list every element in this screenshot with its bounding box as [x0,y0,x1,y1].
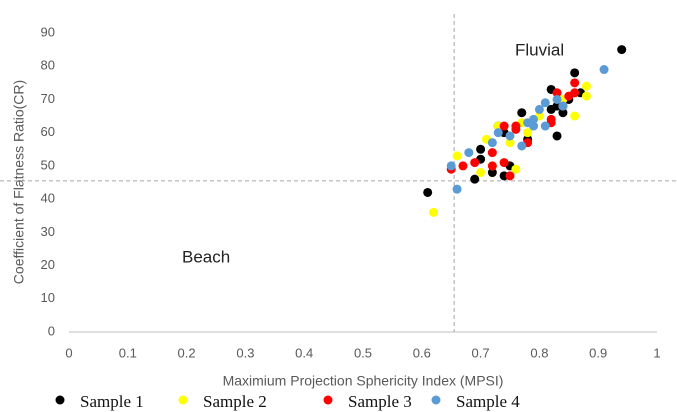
point [523,128,533,138]
y-tick-label: 40 [41,191,55,206]
x-tick-label: 0.7 [472,345,490,360]
y-tick-label: 70 [41,91,55,106]
point [558,101,568,111]
point [558,108,568,118]
x-tick-label: 0.8 [530,345,548,360]
point [570,88,580,98]
y-axis-title: Coefficient of Flatness Ratio(CR) [11,80,27,284]
point [517,141,527,151]
x-tick-label: 0.2 [178,345,196,360]
x-tick-label: 0.9 [589,345,607,360]
point [534,104,544,114]
point [552,88,562,98]
x-tick-label: 0.1 [119,345,137,360]
point [517,108,527,118]
point [599,65,609,75]
legend-label: Sample 1 [80,392,144,411]
point [423,187,433,197]
point [499,158,509,168]
point [617,45,627,55]
point [458,161,468,171]
y-tick-label: 50 [41,157,55,172]
legend-label: Sample 4 [456,392,520,411]
legend-marker [323,395,333,405]
point [570,111,580,121]
point [505,138,515,148]
point [487,161,497,171]
annotation: Fluvial [515,40,564,59]
x-tick-label: 0.5 [354,345,372,360]
point [470,158,480,168]
point [464,148,474,158]
y-tick-label: 60 [41,124,55,139]
point [581,81,591,91]
point [487,148,497,158]
point [540,98,550,108]
x-tick-label: 0 [65,345,72,360]
y-tick-label: 90 [41,24,55,39]
point [570,68,580,78]
point [476,168,486,178]
point [552,94,562,104]
point [499,121,509,131]
point [487,168,497,178]
y-tick-label: 80 [41,58,55,73]
x-tick-label: 0.3 [236,345,254,360]
point [511,121,521,131]
point [540,121,550,131]
annotation: Beach [182,247,230,266]
point [493,128,503,138]
point [511,164,521,174]
x-axis-title: Maximium Projection Sphericity Index (MP… [223,373,504,389]
point [470,174,480,184]
point [529,121,539,131]
point [429,207,439,217]
x-tick-label: 1 [653,345,660,360]
point [570,78,580,88]
y-tick-label: 0 [48,323,55,338]
y-tick-label: 10 [41,290,55,305]
legend-marker [431,395,441,405]
point [546,104,556,114]
point [476,144,486,154]
point [529,114,539,124]
point [452,151,462,161]
point [452,184,462,194]
point [581,91,591,101]
point [487,138,497,148]
legend-marker [178,395,188,405]
point [446,161,456,171]
legend-label: Sample 2 [203,392,267,411]
point [505,131,515,141]
legend-marker [55,395,65,405]
x-tick-label: 0.6 [413,345,431,360]
x-tick-label: 0.4 [295,345,313,360]
y-tick-label: 20 [41,257,55,272]
point [552,131,562,141]
legend-label: Sample 3 [348,392,412,411]
y-tick-label: 30 [41,224,55,239]
point [505,171,515,181]
